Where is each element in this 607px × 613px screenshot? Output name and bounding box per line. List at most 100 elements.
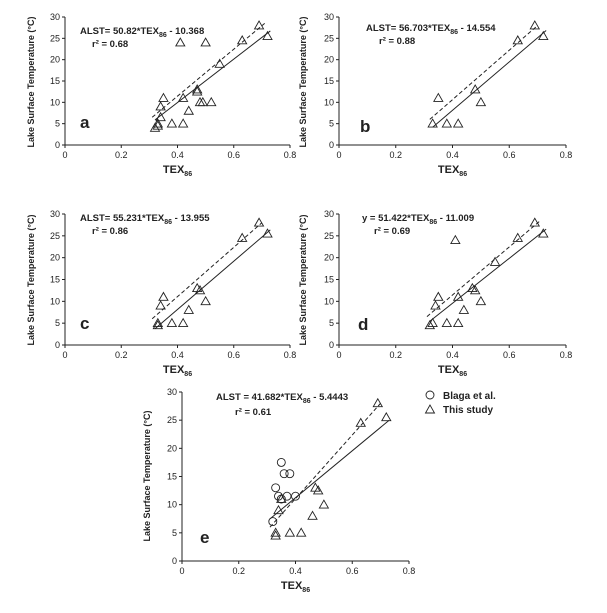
x-tick-label: 0.4 — [289, 566, 302, 576]
data-point-triangle — [433, 92, 444, 102]
x-tick-label: 0.6 — [503, 350, 516, 360]
data-point-circle — [276, 457, 286, 467]
data-point-circle — [291, 491, 300, 501]
y-tick-label: 5 — [55, 119, 60, 129]
regression-equation: ALST= 55.231*TEX86 - 13.955 — [80, 213, 210, 226]
x-axis-label-sub: 86 — [184, 171, 192, 178]
x-tick-label: 0 — [336, 150, 341, 160]
data-point-triangle — [529, 217, 541, 227]
regression-line — [154, 229, 271, 330]
data-point-triangle — [158, 291, 169, 301]
data-point-triangle — [155, 300, 166, 310]
data-point-triangle — [430, 300, 441, 310]
dashed-line — [151, 23, 266, 118]
y-tick-label: 30 — [324, 209, 334, 219]
data-point-triangle — [152, 317, 164, 327]
x-axis-label: TEX86 — [163, 364, 192, 378]
x-tick-label: 0.2 — [115, 150, 128, 160]
data-point-triangle — [152, 118, 164, 128]
data-point-triangle — [177, 118, 189, 128]
x-tick-label: 0.2 — [389, 150, 402, 160]
data-point-triangle — [183, 105, 195, 115]
data-point-triangle — [200, 295, 211, 306]
data-point-triangle — [538, 228, 549, 238]
x-tick-label: 0 — [62, 350, 67, 360]
data-point-triangle — [441, 317, 453, 327]
dashed-line — [151, 222, 263, 320]
x-tick-label: 0.6 — [346, 566, 359, 576]
x-tick-label: 0.4 — [171, 150, 184, 160]
y-tick-label: 20 — [50, 253, 60, 263]
data-point-triangle — [166, 118, 178, 128]
y-axis-label: Lake Surface Temperature (°C) — [298, 215, 308, 346]
data-point-triangle — [469, 285, 481, 295]
data-point-triangle — [191, 84, 203, 94]
panel-d: 0 0.2 0.4 0.6 0.8 0 5 10 15 20 25 30 TEX86 Lake Surfa… — [298, 209, 572, 378]
legend-triangle-icon — [424, 404, 436, 414]
y-axis-label: Lake Surface Temperature (°C) — [26, 17, 36, 148]
panel-c: 0 0.2 0.4 0.6 0.8 0 5 10 15 20 25 30 TEX86 Lake Surfa… — [26, 209, 296, 378]
y-tick-label: 30 — [50, 209, 60, 219]
x-tick-label: 0.4 — [446, 150, 459, 160]
data-point-triangle — [475, 96, 487, 107]
data-point-triangle — [166, 317, 178, 327]
y-axis-label: Lake Surface Temperature (°C) — [142, 411, 152, 542]
y-tick-label: 10 — [324, 296, 334, 306]
x-axis-label: TEX86 — [163, 164, 192, 178]
data-point-triangle — [177, 317, 189, 327]
y-tick-label: 0 — [329, 340, 334, 350]
data-point-triangle — [538, 30, 549, 41]
data-point-triangle — [276, 493, 287, 503]
data-point-triangle — [424, 319, 436, 330]
panel-b: 0 0.2 0.4 0.6 0.8 0 5 10 15 20 25 30 TEX86 Lake Surfa… — [298, 12, 572, 178]
x-tick-label: 0.8 — [560, 150, 573, 160]
y-tick-label: 15 — [324, 76, 334, 86]
data-point-triangle — [452, 317, 464, 327]
data-point-triangle — [295, 527, 307, 537]
legend-circle-icon — [425, 390, 435, 400]
regression-line — [154, 30, 271, 121]
regression-line — [429, 228, 547, 322]
data-point-circle — [268, 517, 278, 527]
y-tick-label: 15 — [167, 472, 177, 482]
y-tick-label: 15 — [50, 275, 60, 285]
legend: Blaga et al. This study — [424, 390, 496, 416]
y-tick-label: 5 — [329, 119, 334, 129]
data-point-triangle — [355, 417, 367, 427]
data-point-triangle — [270, 527, 281, 537]
data-point-triangle — [183, 304, 195, 314]
x-tick-label: 0.2 — [389, 350, 402, 360]
y-tick-label: 30 — [50, 12, 60, 22]
data-point-triangle — [489, 256, 501, 266]
data-point-triangle — [458, 304, 470, 314]
data-point-triangle — [155, 101, 166, 111]
y-tick-label: 25 — [324, 231, 334, 241]
x-tick-label: 0 — [179, 566, 184, 576]
dashed-line — [429, 25, 538, 120]
regression-equation: ALST= 50.82*TEX86 - 10.368 — [80, 26, 204, 39]
x-tick-label: 0.2 — [115, 350, 128, 360]
x-tick-label: 0.8 — [284, 350, 297, 360]
dashed-line — [426, 220, 541, 317]
legend-label: Blaga et al. — [443, 391, 496, 402]
y-tick-label: 30 — [167, 387, 177, 397]
x-tick-label: 0.8 — [403, 566, 416, 576]
y-tick-label: 25 — [324, 33, 334, 43]
data-point-triangle — [253, 217, 265, 227]
x-axis-label-sub: 86 — [459, 371, 467, 378]
data-point-triangle — [214, 58, 225, 68]
data-point-triangle — [262, 30, 273, 41]
panel-label: c — [80, 314, 89, 333]
y-tick-label: 10 — [324, 97, 334, 107]
data-point-triangle — [381, 411, 392, 422]
regression-line — [269, 419, 390, 520]
data-point-triangle — [152, 120, 164, 130]
data-point-triangle — [152, 319, 164, 330]
y-tick-label: 30 — [324, 12, 334, 22]
r-squared: r² = 0.86 — [92, 226, 128, 237]
data-point-triangle — [307, 510, 318, 520]
y-tick-label: 15 — [50, 76, 60, 86]
r-squared: r² = 0.69 — [374, 226, 410, 237]
y-tick-label: 5 — [329, 318, 334, 328]
data-point-triangle — [270, 530, 281, 540]
